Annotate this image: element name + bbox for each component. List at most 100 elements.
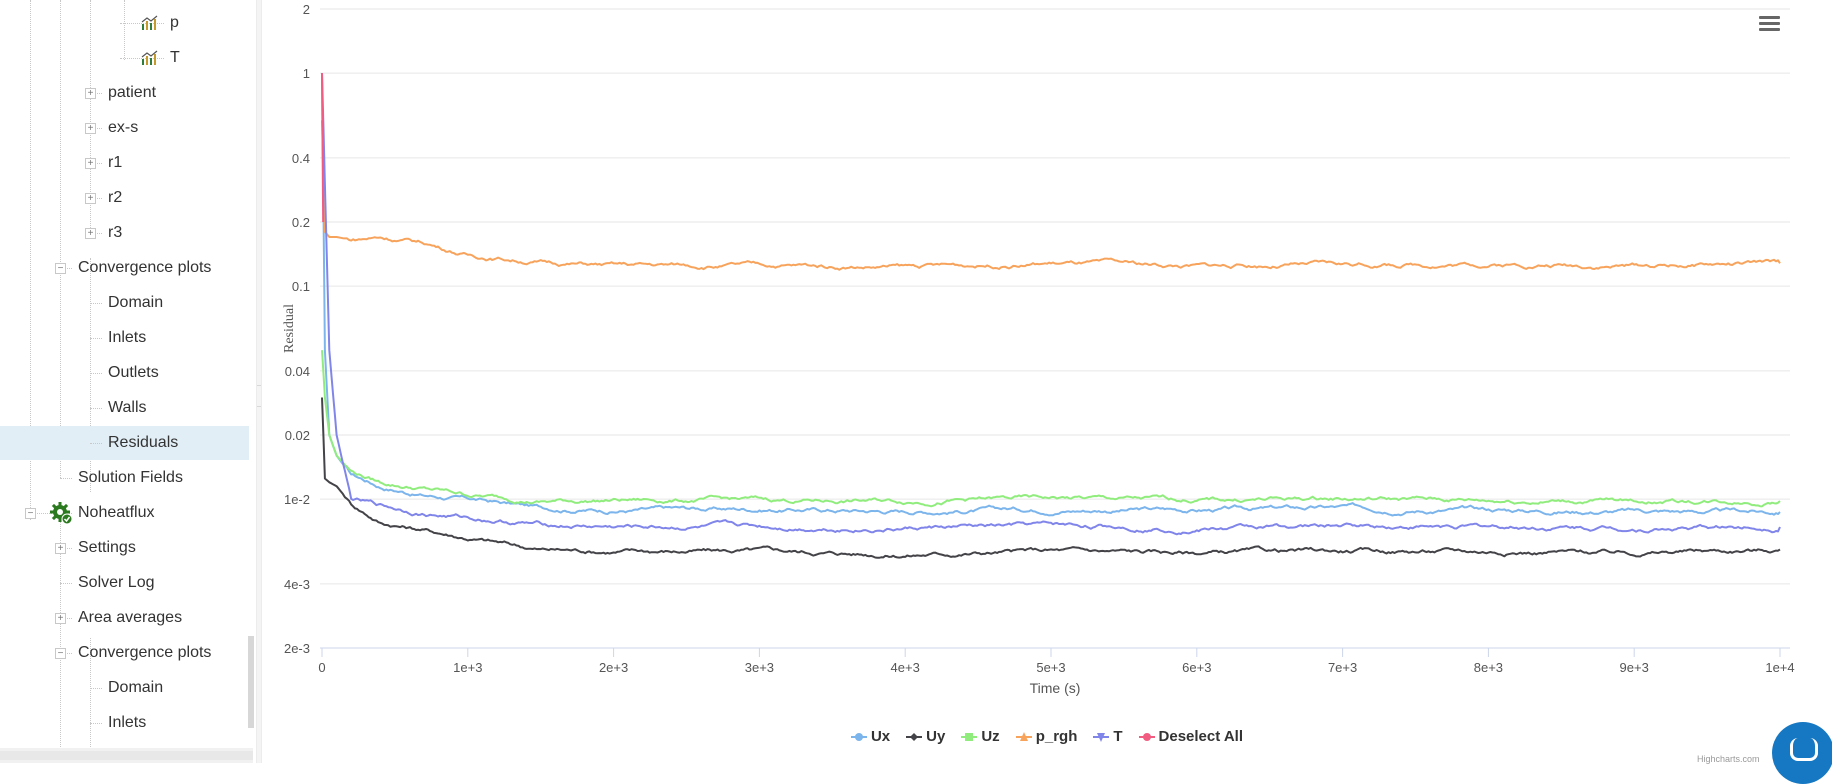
tree-node-ex-s[interactable]: + ex-s: [0, 111, 249, 145]
splitter-grip[interactable]: [257, 385, 261, 407]
tree-connector: [90, 163, 102, 164]
chat-icon: [1790, 738, 1818, 761]
x-tick-label: 1e+4: [1765, 660, 1794, 675]
tree-node-label: r1: [108, 154, 123, 171]
gear-check-icon: [50, 502, 73, 525]
legend-label: Uz: [981, 728, 1000, 745]
tree-node-label: T: [170, 49, 180, 66]
expand-toggle-icon[interactable]: +: [85, 158, 96, 169]
tree-node-label: Residuals: [108, 434, 179, 451]
tree-node-patient[interactable]: + patient: [0, 76, 249, 110]
chat-widget-button[interactable]: [1772, 722, 1832, 784]
x-axis-title: Time (s): [1030, 680, 1081, 696]
x-tick-label: 2e+3: [599, 660, 628, 675]
tree-node-inlets[interactable]: Inlets: [0, 321, 249, 355]
x-tick-label: 8e+3: [1474, 660, 1503, 675]
tree-node-domain[interactable]: Domain: [0, 671, 249, 705]
series-line-uz: [321, 350, 1781, 508]
tree-node-noheatflux[interactable]: − Noheatflux: [0, 496, 249, 530]
tree-connector: [90, 198, 102, 199]
tree-node-domain[interactable]: Domain: [0, 286, 249, 320]
chart-menu-button[interactable]: [1759, 14, 1783, 34]
expand-toggle-icon[interactable]: +: [55, 543, 66, 554]
legend-label: Deselect All: [1158, 728, 1244, 745]
sidebar-horizontal-scrollbar[interactable]: [0, 748, 253, 763]
tree-node-r3[interactable]: + r3: [0, 216, 249, 250]
legend-marker-icon: [1015, 731, 1032, 741]
series-line-t: [321, 73, 1781, 536]
tree-node-solver-log[interactable]: Solver Log: [0, 566, 249, 600]
tree-node-label: Solver Log: [78, 574, 155, 591]
tree-connector: [90, 443, 102, 444]
expand-toggle-icon[interactable]: +: [85, 88, 96, 99]
tree-connector: [90, 303, 102, 304]
tree-node-outlets[interactable]: Outlets: [0, 356, 249, 390]
y-tick-label: 0.1: [292, 279, 310, 294]
tree-node-convergence-plots[interactable]: − Convergence plots: [0, 251, 249, 285]
tree-connector: [90, 128, 102, 129]
x-tick-label: 1e+3: [453, 660, 482, 675]
chart-credits[interactable]: Highcharts.com: [1697, 754, 1760, 764]
y-tick-label: 4e-3: [284, 577, 310, 592]
legend-marker-icon: [961, 732, 978, 741]
legend-item-uz[interactable]: Uz: [961, 728, 1000, 745]
x-tick-label: 4e+3: [891, 660, 920, 675]
tree-node-solution-fields[interactable]: Solution Fields: [0, 461, 249, 495]
sidebar-vertical-scrollbar-thumb[interactable]: [248, 636, 254, 728]
collapse-toggle-icon[interactable]: −: [55, 648, 66, 659]
tree-node-residuals[interactable]: Residuals: [0, 426, 249, 460]
tree-connector: [60, 653, 72, 654]
pane-splitter[interactable]: [256, 0, 262, 763]
scrollbar-thumb[interactable]: [0, 751, 253, 760]
tree-node-label: patient: [108, 84, 157, 101]
legend-item-uy[interactable]: Uy: [906, 728, 945, 745]
expand-toggle-icon[interactable]: +: [85, 193, 96, 204]
collapse-toggle-icon[interactable]: −: [55, 263, 66, 274]
x-tick-label: 9e+3: [1620, 660, 1649, 675]
expand-toggle-icon[interactable]: +: [85, 123, 96, 134]
expand-toggle-icon[interactable]: +: [55, 613, 66, 624]
tree-connector: [120, 58, 164, 59]
tree-node-r1[interactable]: + r1: [0, 146, 249, 180]
y-tick-label: 0.04: [285, 364, 310, 379]
tree-connector: [60, 268, 72, 269]
chart-icon: [141, 50, 158, 65]
tree-node-settings[interactable]: + Settings: [0, 531, 249, 565]
tree-guide-line: [60, 520, 61, 748]
tree-node-inlets[interactable]: Inlets: [0, 706, 249, 740]
tree-node-label: Walls: [108, 399, 147, 416]
collapse-toggle-icon[interactable]: −: [25, 508, 36, 519]
tree-guide-line: [124, 0, 125, 60]
tree-node-convergence-plots[interactable]: − Convergence plots: [0, 636, 249, 670]
tree-node-label: Noheatflux: [78, 504, 155, 521]
legend-label: Ux: [870, 728, 891, 745]
residuals-chart: 2 1 0.4 0.2 0.1 0.04 0.02 1e-2 4e-3 2e-3 0 1e+3 2e+3…: [282, 2, 1795, 696]
tree-guide-line: [90, 0, 91, 232]
expand-toggle-icon[interactable]: +: [85, 228, 96, 239]
tree-node-label: r3: [108, 224, 123, 241]
tree-connector: [60, 478, 72, 479]
tree-node-p[interactable]: p: [0, 6, 249, 40]
legend-item-p-rgh[interactable]: p_rgh: [1015, 728, 1077, 745]
tree-node-label: Solution Fields: [78, 469, 183, 486]
tree-node-t[interactable]: T: [0, 41, 249, 75]
y-tick-label: 1: [303, 66, 310, 81]
tree-connector: [90, 723, 102, 724]
tree-connector: [90, 408, 102, 409]
chart-legend: Ux Uy Uz p_rgh T Deselect All: [262, 728, 1832, 747]
legend-item-t[interactable]: T: [1093, 728, 1123, 745]
tree-node-walls[interactable]: Walls: [0, 391, 249, 425]
x-tick-label: 5e+3: [1036, 660, 1065, 675]
tree-node-label: Convergence plots: [78, 644, 212, 661]
tree-node-area-averages[interactable]: + Area averages: [0, 601, 249, 635]
legend-item-ux[interactable]: Ux: [850, 728, 891, 745]
legend-marker-icon: [1093, 732, 1110, 742]
tree-node-label: r2: [108, 189, 123, 206]
tree-connector: [60, 618, 72, 619]
tree-node-r2[interactable]: + r2: [0, 181, 249, 215]
tree-node-label: Outlets: [108, 364, 159, 381]
legend-item-deselect-all[interactable]: Deselect All: [1138, 728, 1244, 745]
hamburger-icon-bar: [1759, 22, 1780, 25]
x-tick-label: 3e+3: [745, 660, 774, 675]
x-tick-label: 6e+3: [1182, 660, 1211, 675]
